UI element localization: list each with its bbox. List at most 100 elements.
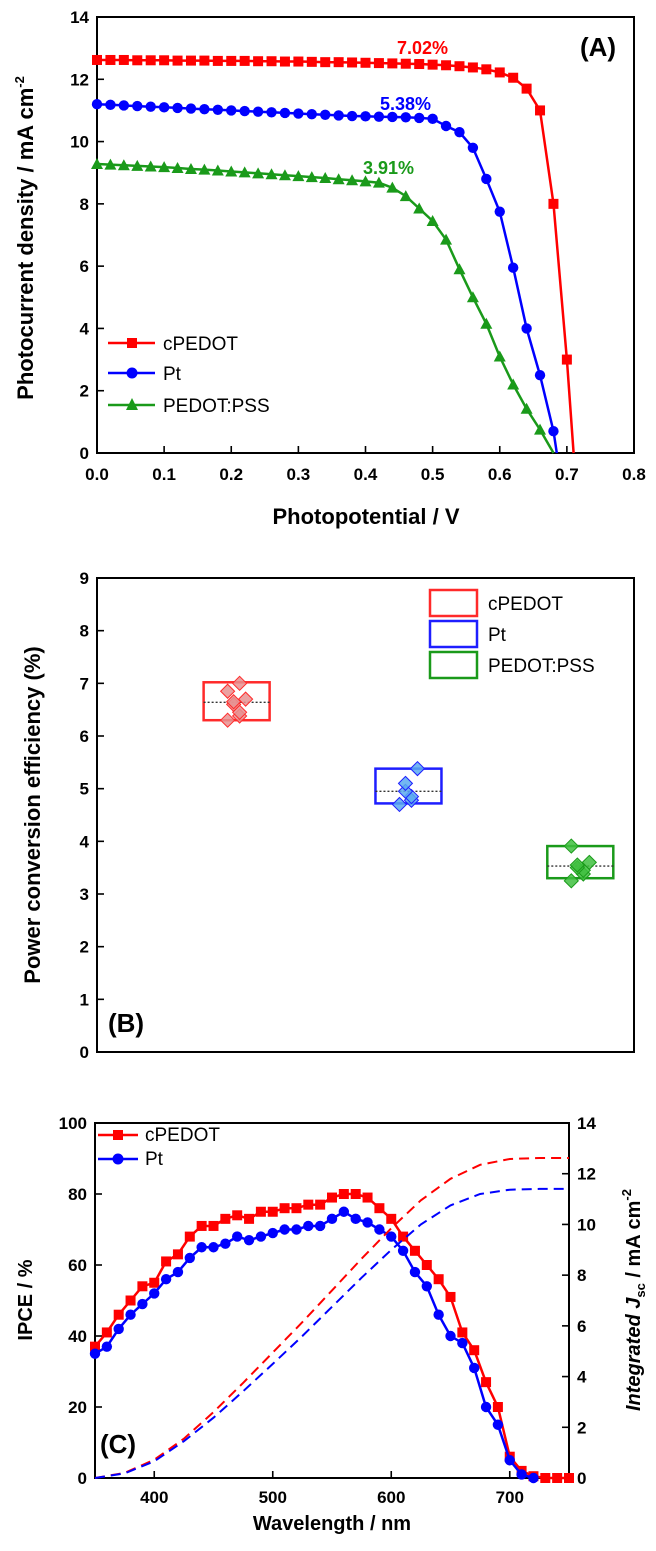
x-tick-label: 0.3 bbox=[287, 465, 311, 484]
data-point bbox=[255, 1231, 267, 1242]
data-point bbox=[243, 1234, 255, 1246]
data-point bbox=[237, 691, 254, 707]
annotation-pt-pce: 5.38% bbox=[380, 94, 431, 114]
data-point bbox=[521, 83, 532, 94]
data-point bbox=[196, 1242, 207, 1253]
x-tick-label: 0.5 bbox=[421, 465, 445, 484]
data-point bbox=[231, 675, 248, 692]
data-point bbox=[145, 101, 156, 112]
data-point bbox=[507, 262, 519, 273]
data-point bbox=[185, 103, 197, 114]
data-point bbox=[306, 56, 317, 67]
y-tick-label: 12 bbox=[70, 70, 89, 89]
data-point bbox=[373, 58, 384, 69]
panel-b-frame bbox=[96, 577, 635, 1053]
data-point bbox=[516, 1469, 527, 1480]
data-point bbox=[149, 1277, 160, 1288]
right-y-tick-label: 0 bbox=[577, 1469, 586, 1488]
data-point bbox=[131, 159, 144, 171]
data-point bbox=[225, 165, 238, 177]
data-point bbox=[504, 1455, 515, 1466]
x-tick-label: 0.4 bbox=[354, 465, 378, 484]
data-point bbox=[199, 103, 210, 115]
data-point bbox=[494, 67, 505, 78]
panel-a-frame bbox=[96, 16, 635, 454]
data-point bbox=[481, 1377, 492, 1388]
data-point bbox=[158, 161, 171, 173]
y-tick-label: 7 bbox=[80, 674, 89, 693]
panel-c-frame bbox=[94, 1122, 570, 1479]
data-point bbox=[362, 1217, 373, 1228]
data-point bbox=[421, 1260, 432, 1270]
data-point bbox=[540, 1473, 551, 1483]
data-point bbox=[145, 55, 156, 66]
data-point bbox=[117, 159, 130, 171]
data-point bbox=[521, 323, 532, 334]
left-y-tick-label: 0 bbox=[78, 1469, 87, 1488]
panel-c-left-y-axis-label: IPCE / % bbox=[15, 1259, 37, 1340]
y-tick-label: 6 bbox=[80, 727, 89, 746]
panel-c-right-y-axis-label: Integrated Jsc / mA cm-2 bbox=[619, 1189, 648, 1411]
data-point bbox=[184, 1252, 195, 1264]
data-point bbox=[374, 1203, 385, 1214]
data-point bbox=[480, 317, 493, 329]
data-point bbox=[481, 64, 492, 75]
data-point bbox=[427, 113, 438, 125]
data-point bbox=[454, 61, 465, 72]
data-point bbox=[528, 1472, 539, 1484]
data-point bbox=[400, 58, 411, 69]
data-point bbox=[400, 112, 411, 123]
data-point bbox=[199, 55, 210, 66]
series-line bbox=[94, 1210, 534, 1480]
data-point bbox=[239, 55, 250, 66]
data-point bbox=[184, 1231, 195, 1242]
data-point bbox=[220, 1238, 231, 1249]
data-point bbox=[359, 175, 372, 187]
data-point bbox=[208, 1242, 219, 1253]
y-tick-label: 1 bbox=[80, 990, 89, 1009]
data-point bbox=[372, 176, 385, 188]
y-tick-label: 9 bbox=[80, 569, 89, 588]
data-point bbox=[113, 1309, 124, 1320]
data-point bbox=[320, 57, 331, 68]
data-point bbox=[118, 54, 129, 65]
y-tick-label: 6 bbox=[80, 257, 89, 276]
data-point bbox=[433, 1274, 444, 1285]
data-point bbox=[440, 120, 452, 132]
data-point bbox=[563, 838, 580, 854]
data-point bbox=[172, 55, 183, 66]
data-point bbox=[373, 111, 385, 122]
panel-a-iv-curves: 0.0 0.1 0.2 0.3 0.4 0.5 0.6 0.7 0.8 0 2 4 6 8 10 12 14 7… bbox=[12, 8, 646, 529]
legend-marker-square bbox=[113, 1130, 123, 1140]
y-tick-label: 8 bbox=[80, 195, 89, 214]
data-point bbox=[350, 1213, 361, 1225]
legend-item-pt: Pt bbox=[428, 619, 507, 649]
right-y-tick-label: 2 bbox=[577, 1418, 586, 1437]
legend-item-cpedot: cPEDOT bbox=[108, 334, 238, 355]
y-tick-label: 0 bbox=[80, 444, 89, 463]
data-point bbox=[333, 57, 344, 68]
data-point bbox=[314, 1220, 326, 1232]
data-point bbox=[397, 775, 414, 792]
panel-a-ticks: 0.0 0.1 0.2 0.3 0.4 0.5 0.6 0.7 0.8 0 2 4 6 8 10 12 14 bbox=[70, 8, 646, 484]
data-point bbox=[347, 57, 358, 68]
panel-a-x-axis-label: Photopotential / V bbox=[273, 504, 460, 529]
data-point bbox=[454, 127, 465, 138]
data-point bbox=[398, 1231, 409, 1242]
data-point bbox=[265, 168, 278, 180]
data-point bbox=[469, 1345, 480, 1356]
right-y-tick-label: 4 bbox=[577, 1368, 587, 1387]
data-point bbox=[469, 1362, 480, 1374]
data-point bbox=[327, 1192, 337, 1203]
data-point bbox=[266, 56, 277, 67]
series-line bbox=[94, 1157, 569, 1479]
data-point bbox=[338, 1206, 350, 1217]
data-point bbox=[306, 108, 317, 120]
data-point bbox=[467, 62, 478, 73]
data-point bbox=[445, 1291, 456, 1302]
data-point bbox=[266, 107, 277, 118]
data-point bbox=[212, 55, 223, 66]
right-y-tick-label: 10 bbox=[577, 1215, 596, 1234]
data-point bbox=[279, 1224, 290, 1235]
